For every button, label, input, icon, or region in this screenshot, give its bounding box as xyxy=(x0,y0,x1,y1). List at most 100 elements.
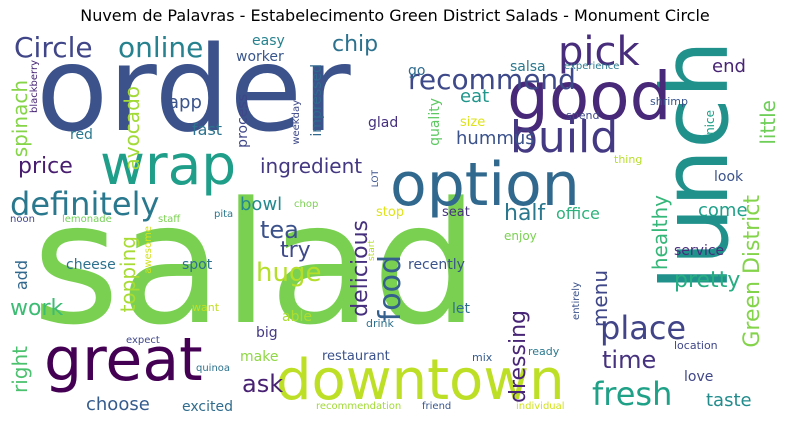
word-app: app xyxy=(168,92,202,113)
word-chop: chop xyxy=(294,199,319,210)
word-cheese: cheese xyxy=(66,257,116,273)
word-worker: worker xyxy=(236,49,284,65)
word-start: start xyxy=(367,240,377,261)
word-location: location xyxy=(674,339,718,352)
word-weekday: weekday xyxy=(291,100,302,145)
word-circle: Circle xyxy=(14,31,93,64)
word-topping: topping xyxy=(116,236,140,313)
word-size: size xyxy=(460,115,486,130)
word-chip: chip xyxy=(332,32,379,57)
word-right: right xyxy=(10,346,32,393)
word-easy: easy xyxy=(252,33,285,49)
word-quality: quality xyxy=(427,98,443,146)
word-staff: staff xyxy=(158,214,181,225)
word-build: build xyxy=(510,112,619,163)
word-able: able xyxy=(282,309,312,325)
chart-title: Nuvem de Palavras - Estabelecimento Gree… xyxy=(80,6,710,25)
word-cloud: salad order lunch good wrap option downt… xyxy=(10,30,780,420)
word-online: online xyxy=(118,31,204,64)
word-place: place xyxy=(600,309,687,347)
word-lot: LOT xyxy=(371,170,381,188)
word-spinach: spinach xyxy=(10,80,32,158)
word-blackberry: blackberry xyxy=(29,60,40,114)
word-spot: spot xyxy=(182,257,213,273)
word-friend: friend xyxy=(422,401,452,412)
word-stop: stop xyxy=(376,205,405,220)
word-downtown: downtown xyxy=(276,348,565,413)
word-fresh: fresh xyxy=(592,375,673,413)
word-expect: expect xyxy=(126,335,160,346)
word-ask: ask xyxy=(242,370,284,398)
word-nice: nice xyxy=(703,110,717,135)
word-individual: individual xyxy=(516,401,565,412)
word-red: red xyxy=(70,127,93,143)
word-quinoa: quinoa xyxy=(196,363,231,374)
word-office: office xyxy=(556,204,600,223)
word-noon: noon xyxy=(10,214,35,225)
word-hummus: hummus xyxy=(456,128,535,149)
word-bowl: bowl xyxy=(240,194,283,215)
word-dressing: dressing xyxy=(506,310,531,404)
word-recently: recently xyxy=(408,257,465,273)
word-food: food xyxy=(373,255,408,322)
word-avocado: avocado xyxy=(120,86,144,171)
word-restaurant: restaurant xyxy=(322,349,390,364)
word-half: half xyxy=(504,201,546,226)
word-glad: glad xyxy=(368,115,399,131)
word-process: process xyxy=(235,94,251,148)
word-come: come xyxy=(698,200,748,221)
word-thing: thing xyxy=(614,153,643,166)
word-little: little xyxy=(756,100,780,145)
word-awesome: awesome xyxy=(143,226,154,274)
word-big: big xyxy=(256,325,278,341)
word-delicious: delicious xyxy=(348,220,373,317)
word-enjoy: enjoy xyxy=(504,229,537,243)
word-add: add xyxy=(12,260,31,291)
word-good: good xyxy=(507,58,672,135)
word-definitely: definitely xyxy=(10,185,160,223)
word-pretty: pretty xyxy=(674,268,741,293)
word-healthy: healthy xyxy=(648,195,672,271)
word-pick: pick xyxy=(558,30,640,75)
word-salad: salad xyxy=(32,166,479,362)
word-menu: menu xyxy=(588,270,612,328)
word-work: work xyxy=(10,296,64,321)
word-ingredient: ingredient xyxy=(260,154,363,178)
word-taste: taste xyxy=(706,390,752,411)
word-eat: eat xyxy=(460,86,490,107)
word-drink: drink xyxy=(366,317,394,330)
word-let: let xyxy=(452,301,470,317)
word-impressed: impressed xyxy=(309,64,325,137)
word-service: service xyxy=(674,243,725,259)
word-try: try xyxy=(280,238,311,263)
word-salsa: salsa xyxy=(510,59,546,75)
word-wrap: wrap xyxy=(100,133,237,197)
word-entirely: entirely xyxy=(571,282,582,320)
word-make: make xyxy=(240,349,279,365)
word-mix: mix xyxy=(472,351,493,364)
word-price: price xyxy=(18,154,73,179)
word-spend: spend xyxy=(566,109,600,122)
word-love: love xyxy=(684,369,714,385)
word-time: time xyxy=(602,346,657,374)
word-experience: experience xyxy=(564,61,620,72)
word-option: option xyxy=(390,150,580,220)
word-pita: pita xyxy=(214,209,234,220)
word-go: go xyxy=(408,63,426,79)
word-look: look xyxy=(714,169,744,185)
word-great: great xyxy=(44,325,203,395)
word-end: end xyxy=(712,56,746,77)
word-seat: seat xyxy=(442,205,470,220)
word-tea: tea xyxy=(260,216,299,244)
word-lemonade: lemonade xyxy=(62,214,112,225)
word-ready: ready xyxy=(528,345,560,358)
word-choose: choose xyxy=(86,394,150,415)
word-want: want xyxy=(192,301,220,314)
word-huge: huge xyxy=(256,258,322,288)
word-fast: fast xyxy=(192,120,223,139)
word-recommendation: recommendation xyxy=(316,401,402,412)
word-recommend: recommend xyxy=(408,63,576,96)
word-excited: excited xyxy=(182,399,233,415)
word-shrimp: shrimp xyxy=(650,95,688,108)
word-order: order xyxy=(36,30,351,158)
